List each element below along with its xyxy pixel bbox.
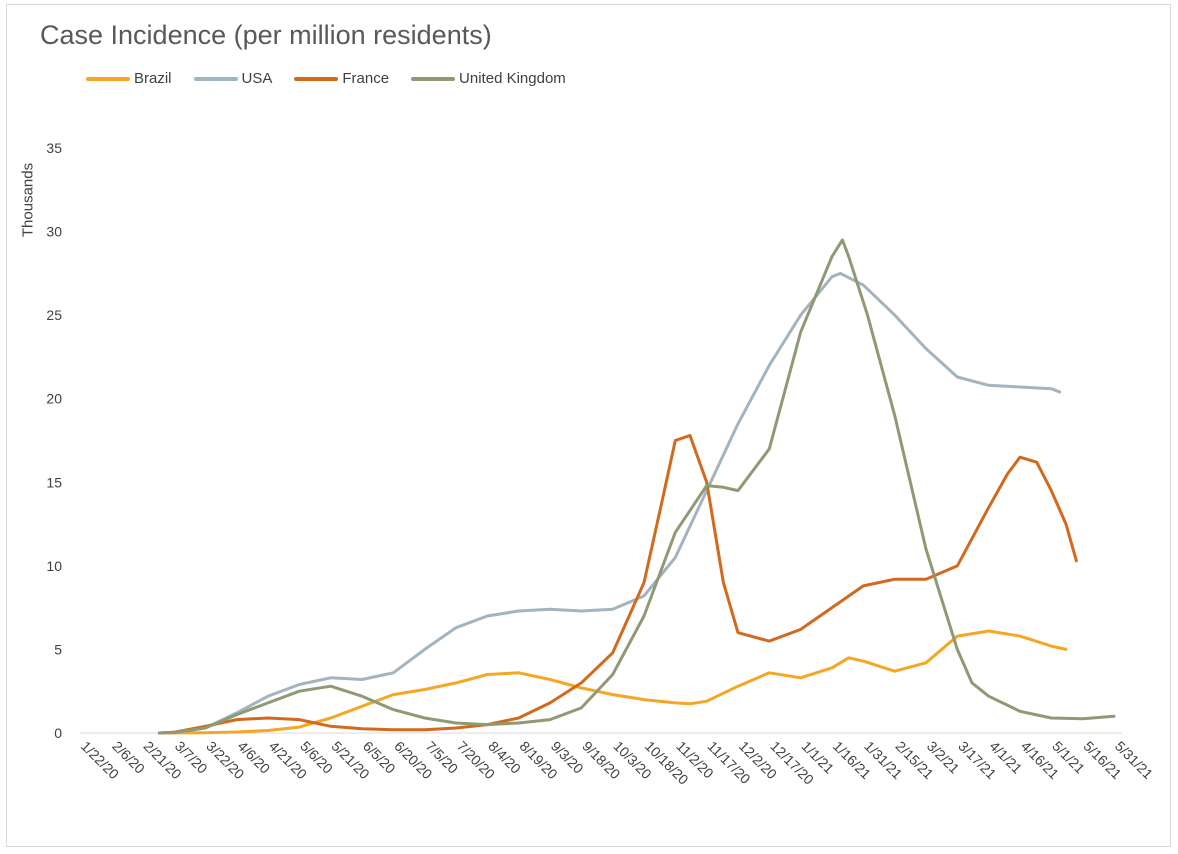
- series-lines: [157, 238, 1116, 735]
- y-tick-label: 10: [46, 558, 62, 574]
- series-line-france: [157, 434, 1078, 735]
- y-tick-labels: 0 5 10 15 20 25 30 35: [46, 140, 62, 741]
- chart-frame: [6, 4, 1171, 847]
- series-line-united-kingdom: [157, 238, 1116, 735]
- y-tick-label: 35: [46, 140, 62, 156]
- y-tick-label: 15: [46, 474, 62, 490]
- legend-label-usa: USA: [241, 70, 273, 87]
- y-tick-label: 30: [46, 224, 62, 240]
- chart-title: Case Incidence (per million residents): [40, 20, 492, 50]
- y-tick-label: 0: [54, 725, 62, 741]
- legend-swatch-brazil: [86, 76, 130, 81]
- legend-label-france: France: [342, 70, 390, 87]
- legend-label-brazil: Brazil: [134, 70, 172, 87]
- legend-swatch-united-kingdom: [411, 76, 456, 81]
- legend-swatch-usa: [193, 76, 238, 81]
- series-line-brazil: [157, 629, 1068, 735]
- legend-item-brazil: Brazil: [86, 70, 172, 87]
- y-tick-label: 20: [46, 391, 62, 407]
- y-tick-label: 25: [46, 307, 62, 323]
- y-tick-label: 5: [54, 641, 62, 657]
- legend-label-united-kingdom: United Kingdom: [459, 70, 566, 87]
- x-tick-labels: 1/22/202/6/202/21/203/7/203/22/204/6/204…: [78, 738, 1156, 788]
- series-line-usa: [157, 271, 1062, 735]
- legend-item-united-kingdom: United Kingdom: [411, 70, 566, 87]
- legend: Brazil USA France United Kingdom: [86, 70, 588, 87]
- legend-item-france: France: [294, 70, 389, 87]
- legend-swatch-france: [294, 76, 339, 81]
- legend-item-usa: USA: [193, 70, 273, 87]
